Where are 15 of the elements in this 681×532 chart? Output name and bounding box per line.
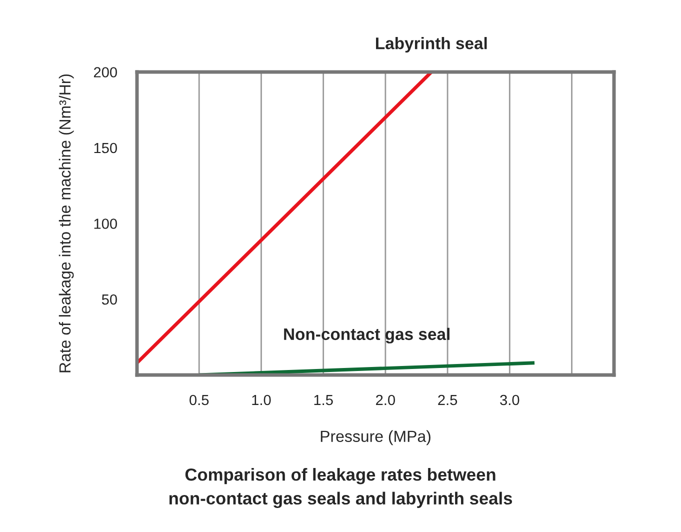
text: Comparison of leakage rates between non-contact gas seals and labyrinth seals [169,468,512,508]
x-tick-label: 3.0 [500,394,520,406]
x-tick-label: 2.0 [376,394,396,406]
x-axis-title: Pressure (MPa) [320,430,430,446]
series-label: Labyrinth seal [376,37,487,53]
y-axis-title: Rate of leakage into the machine (Nm³/Hr) [58,74,74,372]
x-tick-label: 0.5 [190,394,209,406]
y-tick-label: 50 [102,294,117,305]
x-tick-label: 1.5 [314,394,333,406]
x-tick-label: 1.0 [252,394,271,406]
y-tick-label: 150 [94,142,117,154]
series-label: Non-contact gas seal [284,328,450,344]
x-tick-label: 2.5 [438,394,458,406]
y-tick-label: 200 [94,67,117,78]
y-tick-label: 100 [94,218,117,229]
